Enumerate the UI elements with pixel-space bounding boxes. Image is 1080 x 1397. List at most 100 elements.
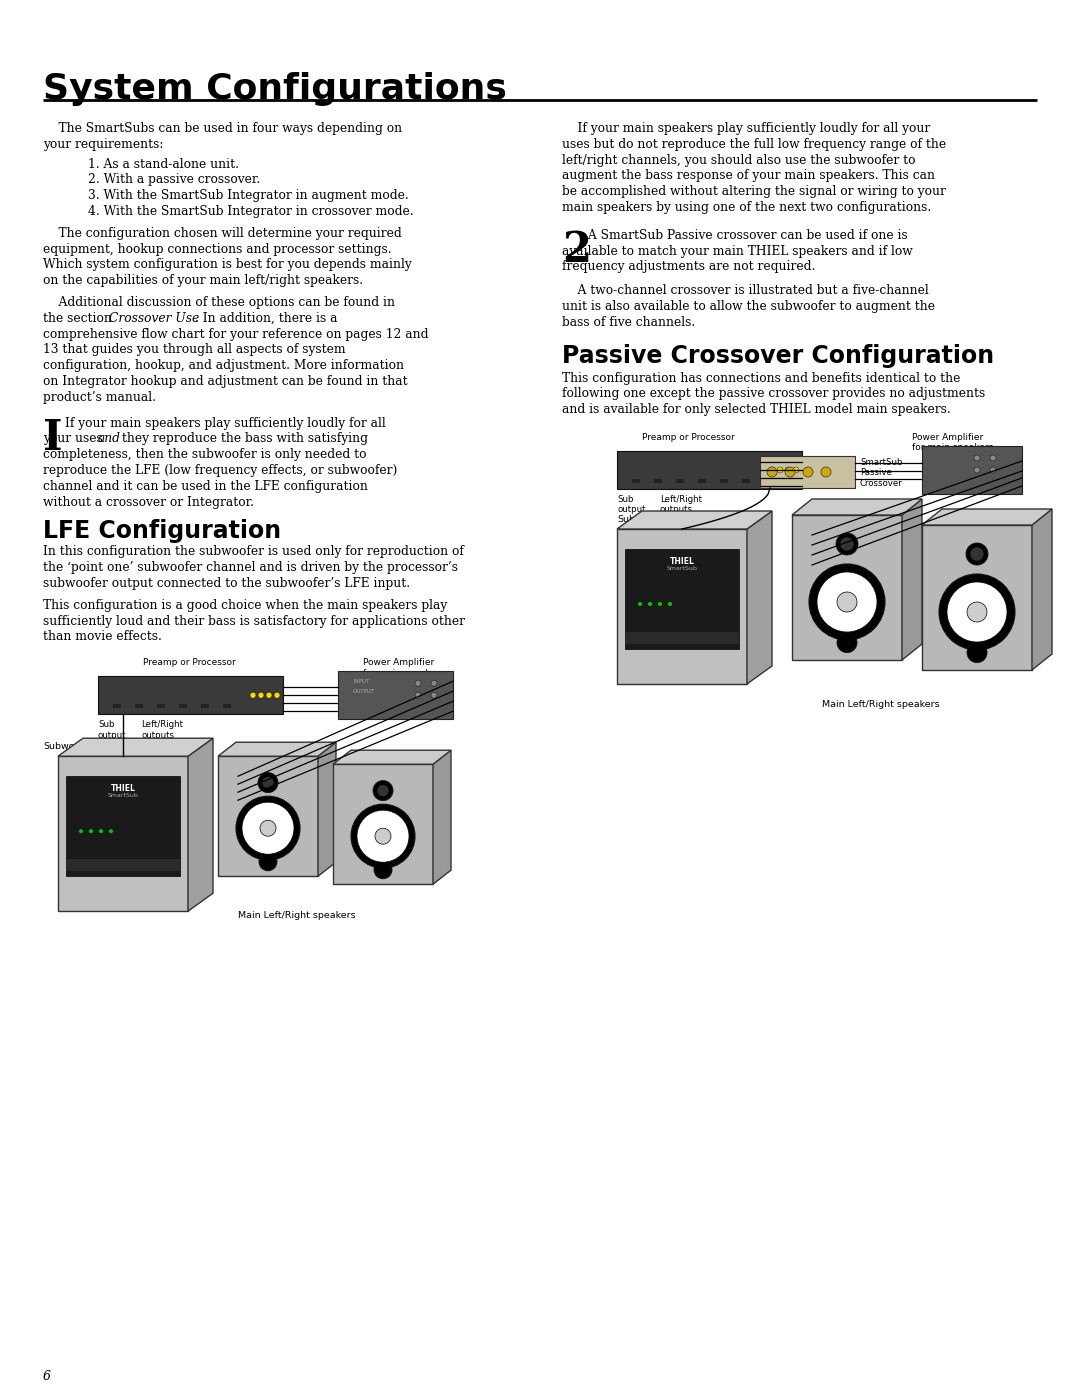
Bar bbox=[135, 704, 143, 708]
Polygon shape bbox=[58, 738, 213, 756]
Text: 1. As a stand-alone unit.: 1. As a stand-alone unit. bbox=[87, 158, 239, 170]
Text: and is available for only selected THIEL model main speakers.: and is available for only selected THIEL… bbox=[562, 404, 950, 416]
Polygon shape bbox=[617, 511, 772, 529]
Circle shape bbox=[809, 564, 885, 640]
Circle shape bbox=[259, 852, 276, 870]
Text: unit is also available to allow the subwoofer to augment the: unit is also available to allow the subw… bbox=[562, 300, 935, 313]
Circle shape bbox=[767, 467, 777, 476]
Polygon shape bbox=[188, 738, 213, 911]
Circle shape bbox=[836, 534, 858, 555]
Text: equipment, hookup connections and processor settings.: equipment, hookup connections and proces… bbox=[43, 243, 392, 256]
Circle shape bbox=[249, 692, 256, 698]
Circle shape bbox=[967, 643, 987, 662]
Text: The SmartSubs can be used in four ways depending on: The SmartSubs can be used in four ways d… bbox=[43, 122, 402, 136]
Polygon shape bbox=[433, 750, 451, 884]
Circle shape bbox=[837, 592, 858, 612]
Bar bbox=[792, 515, 902, 659]
Circle shape bbox=[431, 692, 437, 698]
Circle shape bbox=[658, 602, 662, 606]
Text: OUTPUT: OUTPUT bbox=[353, 689, 375, 694]
Bar bbox=[98, 676, 283, 714]
Text: available to match your main THIEL speakers and if low: available to match your main THIEL speak… bbox=[562, 244, 913, 257]
Text: without a crossover or Integrator.: without a crossover or Integrator. bbox=[43, 496, 254, 509]
Circle shape bbox=[262, 777, 274, 788]
Bar bbox=[742, 479, 750, 483]
Circle shape bbox=[777, 467, 783, 474]
Text: Power Amplifier
for main speakers: Power Amplifier for main speakers bbox=[363, 658, 444, 678]
Circle shape bbox=[266, 692, 272, 698]
Polygon shape bbox=[218, 742, 336, 756]
Polygon shape bbox=[318, 742, 336, 876]
Polygon shape bbox=[922, 509, 1052, 525]
Circle shape bbox=[769, 467, 775, 474]
Text: on the capabilities of your main left/right speakers.: on the capabilities of your main left/ri… bbox=[43, 274, 363, 288]
Text: 6: 6 bbox=[43, 1370, 51, 1383]
Text: Power Amplifier
for main speakers: Power Amplifier for main speakers bbox=[912, 433, 994, 453]
Text: Preamp or Processor: Preamp or Processor bbox=[642, 433, 734, 441]
Text: SmartSub: SmartSub bbox=[666, 566, 698, 571]
Circle shape bbox=[804, 467, 813, 476]
Text: and: and bbox=[98, 433, 121, 446]
Text: your uses: your uses bbox=[43, 433, 107, 446]
Circle shape bbox=[793, 467, 799, 474]
Circle shape bbox=[89, 830, 93, 833]
Text: reproduce the LFE (low frequency effects, or subwoofer): reproduce the LFE (low frequency effects… bbox=[43, 464, 397, 476]
Text: 2: 2 bbox=[562, 229, 591, 271]
Text: on Integrator hookup and adjustment can be found in that: on Integrator hookup and adjustment can … bbox=[43, 374, 407, 388]
Bar bbox=[222, 704, 231, 708]
Circle shape bbox=[840, 536, 854, 550]
Text: Preamp or Processor: Preamp or Processor bbox=[143, 658, 235, 668]
Text: main speakers by using one of the next two configurations.: main speakers by using one of the next t… bbox=[562, 201, 931, 214]
Circle shape bbox=[966, 543, 988, 564]
Text: sufficiently loud and their bass is satisfactory for applications other: sufficiently loud and their bass is sati… bbox=[43, 615, 465, 627]
Circle shape bbox=[974, 455, 980, 461]
Bar bbox=[66, 777, 180, 876]
Text: be accomplished without altering the signal or wiring to your: be accomplished without altering the sig… bbox=[562, 186, 946, 198]
Text: subwoofer output connected to the subwoofer’s LFE input.: subwoofer output connected to the subwoo… bbox=[43, 577, 410, 590]
Circle shape bbox=[415, 692, 421, 698]
Bar bbox=[617, 451, 802, 489]
Circle shape bbox=[242, 802, 294, 854]
Text: bass of five channels.: bass of five channels. bbox=[562, 316, 696, 328]
Circle shape bbox=[351, 805, 415, 868]
Text: Subwoofer: Subwoofer bbox=[43, 742, 94, 752]
Text: uses but do not reproduce the full low frequency range of the: uses but do not reproduce the full low f… bbox=[562, 138, 946, 151]
Circle shape bbox=[373, 781, 393, 800]
Bar bbox=[157, 704, 165, 708]
Text: channel and it can be used in the LFE configuration: channel and it can be used in the LFE co… bbox=[43, 479, 368, 493]
Circle shape bbox=[970, 548, 984, 562]
Circle shape bbox=[374, 861, 392, 879]
Circle shape bbox=[237, 796, 300, 861]
Text: your requirements:: your requirements: bbox=[43, 138, 163, 151]
Bar bbox=[720, 479, 728, 483]
Circle shape bbox=[967, 602, 987, 622]
Circle shape bbox=[785, 467, 791, 474]
Bar bbox=[113, 704, 121, 708]
Circle shape bbox=[357, 810, 409, 862]
Text: In this configuration the subwoofer is used only for reproduction of: In this configuration the subwoofer is u… bbox=[43, 545, 464, 559]
Circle shape bbox=[669, 602, 672, 606]
Text: I: I bbox=[43, 416, 63, 458]
Circle shape bbox=[785, 467, 795, 476]
Text: Main Left/Right speakers: Main Left/Right speakers bbox=[822, 700, 940, 710]
Text: Passive Crossover Configuration: Passive Crossover Configuration bbox=[562, 344, 994, 367]
Text: A two-channel crossover is illustrated but a five-channel: A two-channel crossover is illustrated b… bbox=[562, 284, 929, 298]
Bar bbox=[66, 859, 180, 872]
Text: Additional discussion of these options can be found in: Additional discussion of these options c… bbox=[43, 296, 395, 309]
Text: SmartSub
Passive
Crossover: SmartSub Passive Crossover bbox=[860, 458, 903, 488]
Bar bbox=[179, 704, 187, 708]
Bar bbox=[201, 704, 210, 708]
Text: A SmartSub Passive crossover can be used if one is: A SmartSub Passive crossover can be used… bbox=[584, 229, 908, 242]
Text: Main Left/Right speakers: Main Left/Right speakers bbox=[238, 911, 355, 921]
Circle shape bbox=[258, 773, 278, 792]
Text: LFE Configuration: LFE Configuration bbox=[43, 520, 281, 543]
Text: Sub
output: Sub output bbox=[617, 495, 646, 514]
Text: This configuration has connections and benefits identical to the: This configuration has connections and b… bbox=[562, 372, 960, 384]
Circle shape bbox=[274, 692, 280, 698]
Text: left/right channels, you should also use the subwoofer to: left/right channels, you should also use… bbox=[562, 154, 916, 166]
Bar bbox=[922, 525, 1032, 671]
Text: Crossover Use: Crossover Use bbox=[109, 312, 199, 324]
Text: Left/Right
outputs: Left/Right outputs bbox=[141, 721, 183, 739]
Bar bbox=[654, 479, 662, 483]
Text: If your main speakers play sufficiently loudly for all your: If your main speakers play sufficiently … bbox=[562, 122, 930, 136]
